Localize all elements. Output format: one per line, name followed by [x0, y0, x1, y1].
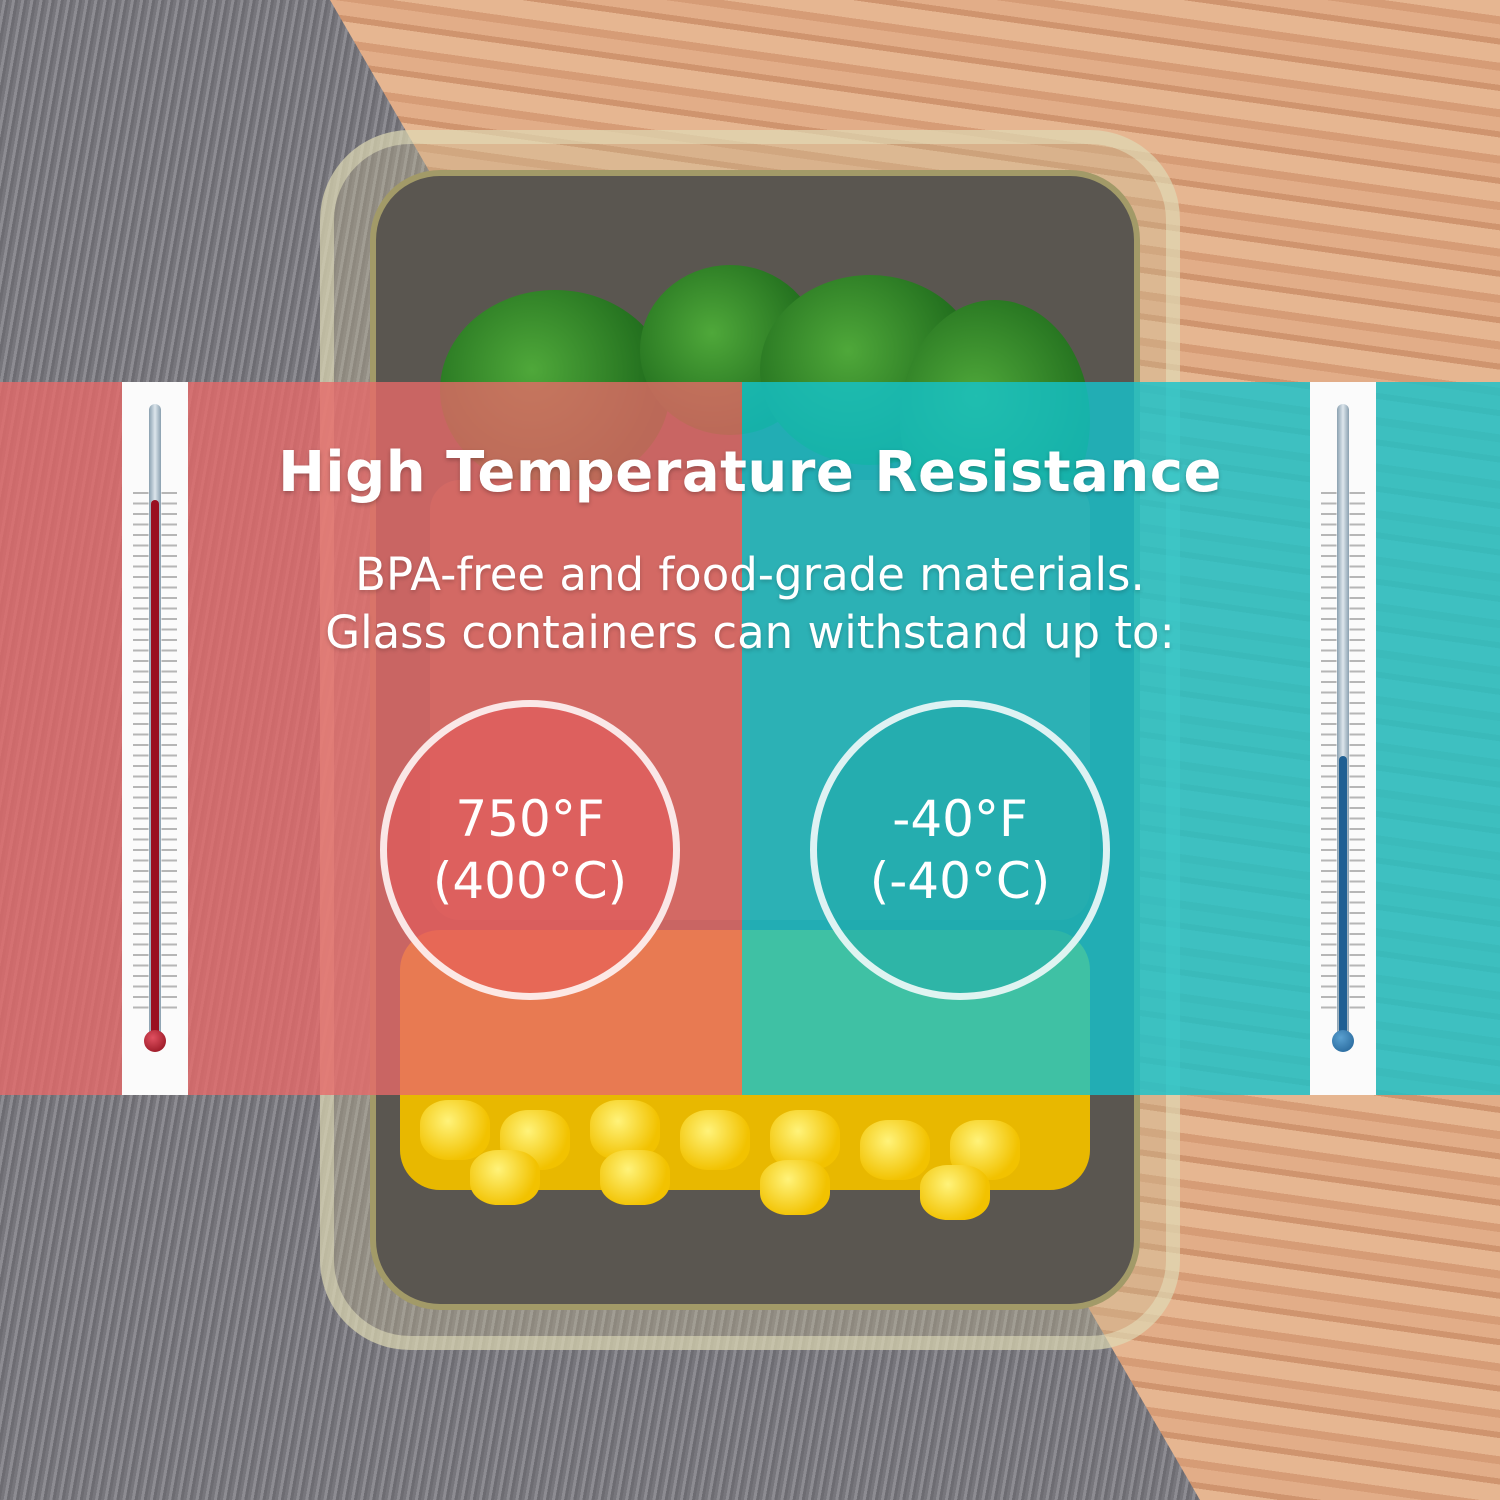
cold-fahrenheit: -40°F	[892, 790, 1028, 848]
headline-line-2: Glass containers can withstand up to:	[325, 606, 1175, 659]
cold-temperature-badge: -40°F (-40°C)	[810, 700, 1110, 1000]
hot-temperature-badge: 750°F (400°C)	[380, 700, 680, 1000]
headline-title: High Temperature Resistance	[278, 440, 1222, 505]
headline-line-1: BPA-free and food-grade materials.	[355, 548, 1145, 601]
hot-fahrenheit: 750°F	[455, 790, 605, 848]
cold-celsius: (-40°C)	[869, 852, 1051, 910]
hot-thermometer	[122, 382, 188, 1095]
cold-thermometer	[1310, 382, 1376, 1095]
hot-celsius: (400°C)	[432, 852, 628, 910]
